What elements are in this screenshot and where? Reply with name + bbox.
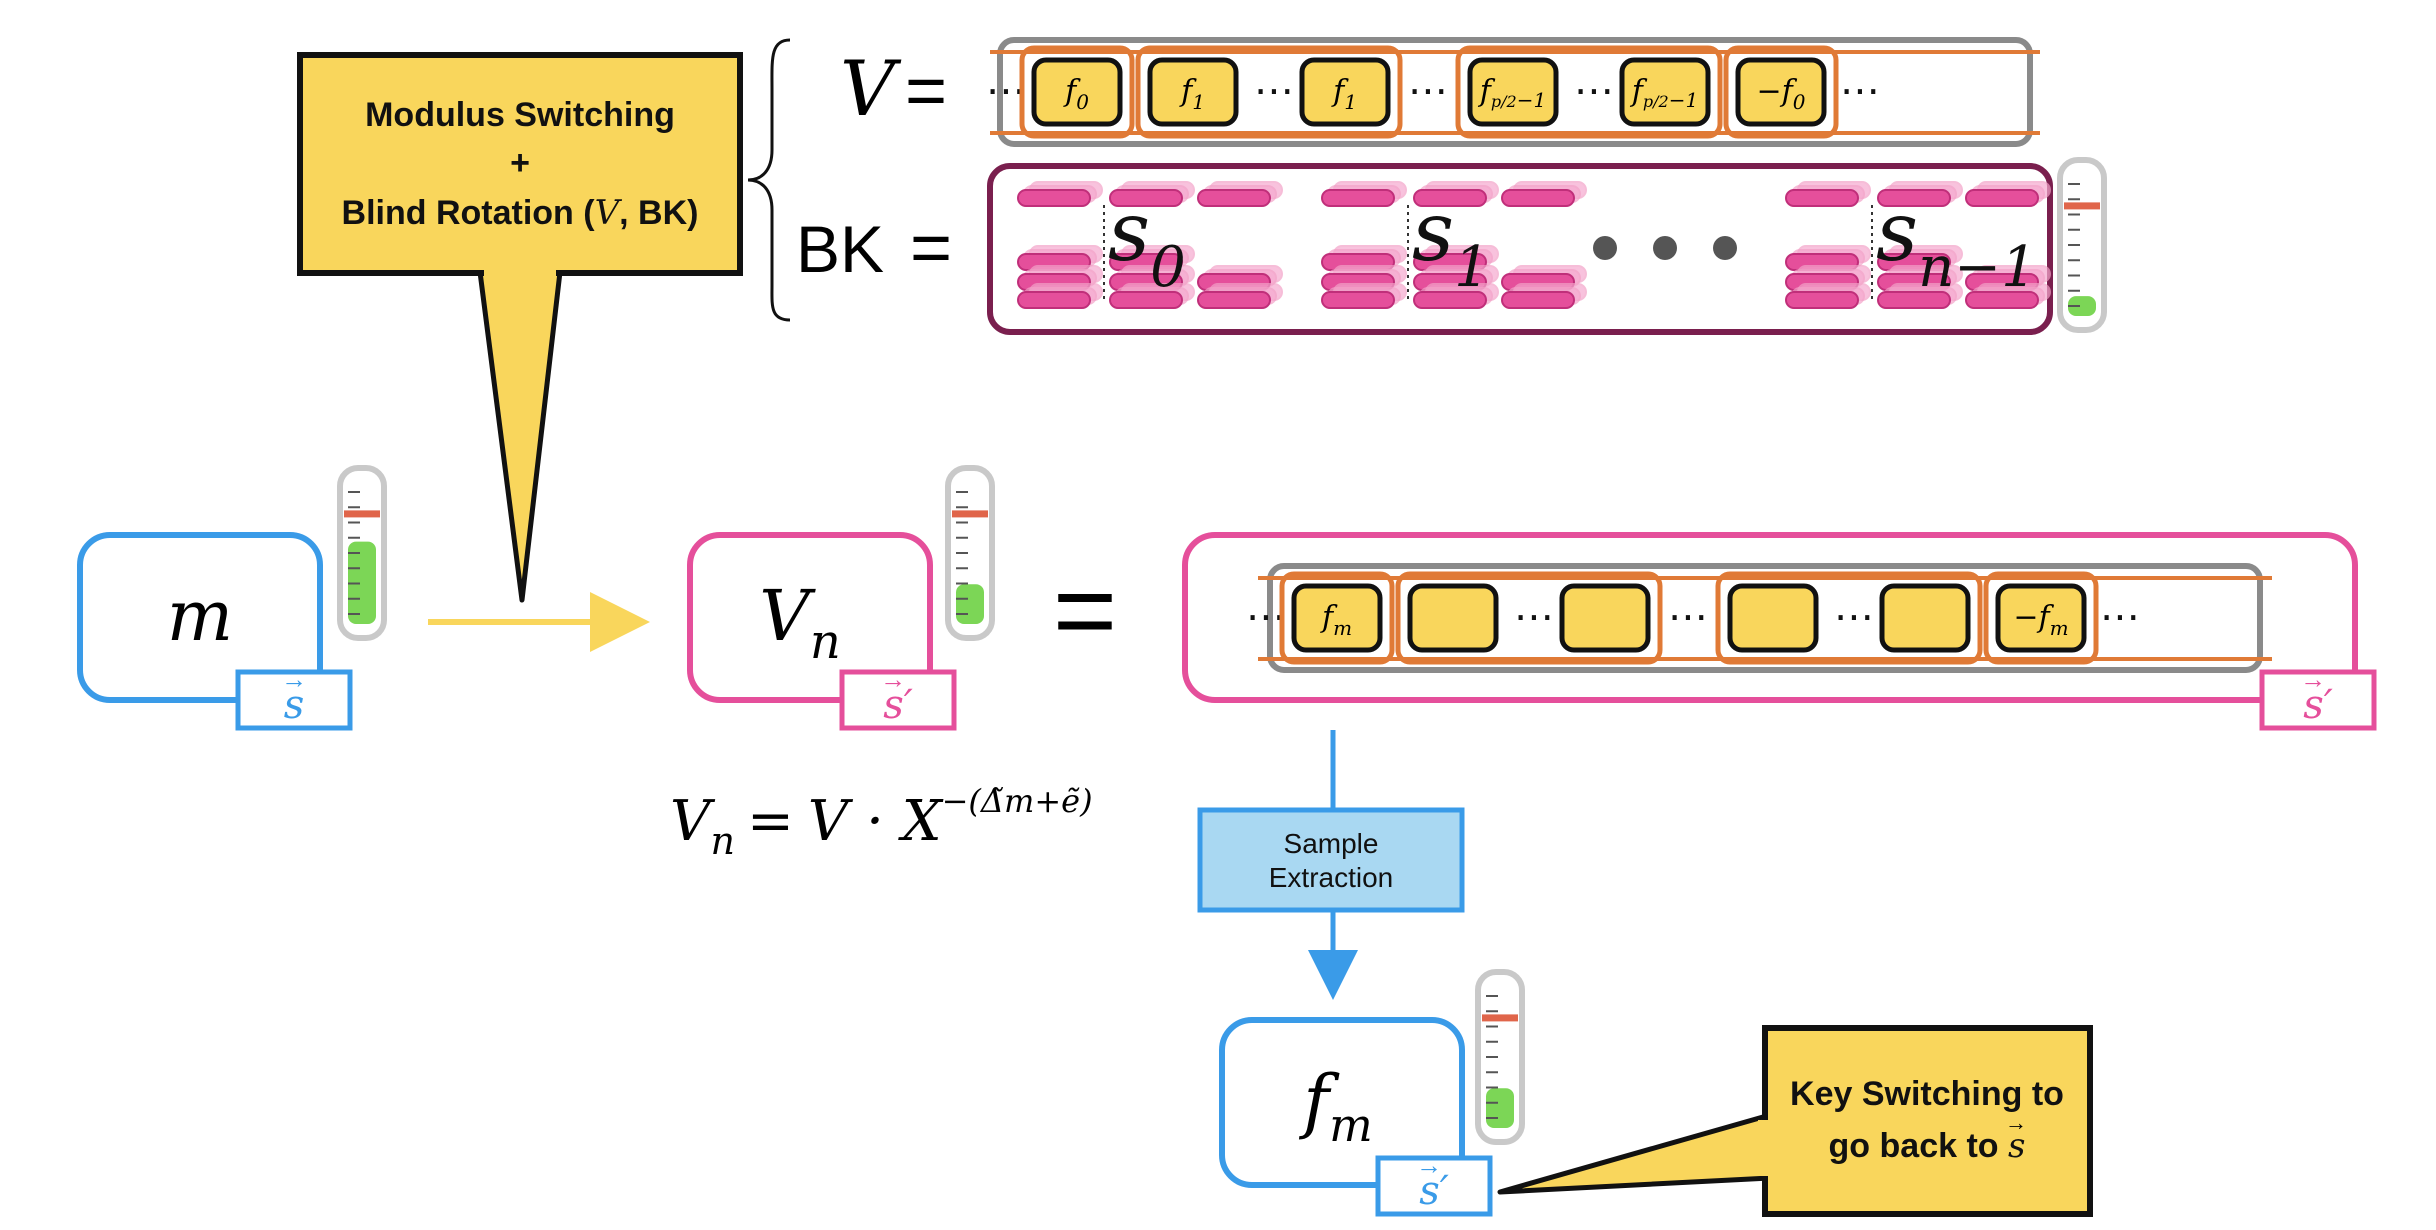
bk-key-label: s0 (1108, 185, 1186, 300)
lut-slot (1407, 583, 1499, 653)
row-ellipsis: ⋯ (1408, 69, 1448, 113)
lut-slot (1559, 583, 1651, 653)
bootstrapping-key-1: s1 (1321, 181, 1587, 309)
bk-outer-frame (987, 163, 2053, 335)
row-ellipsis: ⋯ (2100, 595, 2140, 639)
lut-slot (1299, 57, 1391, 127)
ellipsis-dots (1593, 236, 1737, 260)
v-row: V = ⋯ ⋯ ⋯ ⋯ ⋯f0 f1 f1 fp/2−1 fp/2−1 −f0 (840, 37, 2040, 147)
svg-text:Key Switching to: Key Switching to (1790, 1075, 2064, 1113)
lut-slot (1291, 583, 1383, 653)
svg-text:−fm: −fm (2013, 600, 2068, 640)
bk-equals: = (910, 208, 952, 288)
lut-slot (1727, 583, 1819, 653)
ciphertext-m: m s → (77, 532, 353, 731)
v-equals: = (905, 51, 947, 131)
row-ellipsis: ⋯ (1840, 69, 1880, 113)
sample-extraction-box: Sample Extraction (1197, 807, 1465, 913)
row-ellipsis: ⋯ (1668, 595, 1708, 639)
noise-gauge (337, 465, 387, 641)
noise-gauge (945, 465, 995, 641)
callout-line-3: Blind Rotation (V, BK) (342, 193, 699, 233)
lut-slot (1147, 57, 1239, 127)
ciphertext-m-var: m (167, 575, 233, 657)
bk-row: BK = s0 s1 sn−1 (796, 163, 2053, 335)
row-ellipsis: ⋯ (1574, 69, 1614, 113)
svg-text:go back to s: go back to s (1829, 1126, 2026, 1166)
v-label: V (840, 44, 902, 133)
row-ellipsis: ⋯ (1254, 69, 1294, 113)
svg-text:→: → (880, 664, 906, 694)
rotation-group-outline (1019, 45, 1135, 139)
lut-slot (1879, 583, 1971, 653)
row-ellipsis: ⋯ (1246, 595, 1286, 639)
svg-text:s′: s′ (2303, 682, 2333, 728)
big-equals: = (1053, 549, 1117, 672)
bootstrapping-key-0: s0 (1017, 181, 1283, 309)
rotation-group-outline (1723, 45, 1839, 139)
row-ellipsis: ⋯ (986, 69, 1026, 113)
lut-slot (1619, 57, 1711, 127)
bk-key-label: s1 (1412, 185, 1490, 300)
svg-text:→: → (1416, 1150, 1442, 1180)
noise-gauge (2057, 157, 2107, 333)
rotation-group-outline (1395, 571, 1663, 665)
key-badge-s (235, 669, 353, 731)
svg-text:Extraction: Extraction (1269, 862, 1394, 893)
noise-gauge (1475, 969, 1525, 1145)
svg-text:→: → (2300, 664, 2326, 694)
lut-slot (1995, 583, 2087, 653)
lut-slot (1467, 57, 1559, 127)
ciphertext-vn: Vn s′ → (687, 532, 957, 731)
bk-label: BK (796, 212, 884, 286)
key-badge-s-prime-right (2259, 669, 2377, 731)
bootstrapping-key-2: sn−1 (1785, 181, 2051, 309)
rotation-group-outline (1983, 571, 2099, 665)
key-badge-s-prime (839, 669, 957, 731)
svg-text:Sample: Sample (1284, 828, 1379, 859)
key-switching-callout: Key Switching to go back to s → (1497, 1025, 2093, 1217)
curly-brace (747, 38, 791, 322)
rotation-group-outline (1715, 571, 1983, 665)
ciphertext-fm: fm s′ → (1219, 1017, 1493, 1217)
lut-slot (1735, 57, 1827, 127)
vn-formula: Vn = V · X−(Δ̃m+ẽ) (670, 782, 1093, 863)
modulus-switching-callout: Modulus Switching + Blind Rotation (V, B… (297, 52, 743, 603)
rotation-group-outline (1279, 571, 1395, 665)
bk-key-label: sn−1 (1876, 185, 2037, 300)
ciphertext-fm-var: fm (1298, 1060, 1373, 1152)
key-badge-s-prime-fm (1375, 1155, 1493, 1217)
svg-text:s: s (284, 682, 305, 728)
svg-text:s′: s′ (1419, 1168, 1449, 1214)
callout-line-1: Modulus Switching (365, 96, 675, 134)
svg-text:Vn=V · X−(Δ̃m+ẽ): Vn = V · X−(Δ̃m+ẽ) (670, 782, 1093, 863)
svg-text:→: → (281, 664, 307, 694)
svg-text:s′: s′ (883, 682, 913, 728)
svg-text:→: → (2005, 1110, 2027, 1135)
callout-line-2: + (510, 144, 530, 182)
row-ellipsis: ⋯ (1514, 595, 1554, 639)
row-ellipsis: ⋯ (1834, 595, 1874, 639)
rotation-group-outline (1455, 45, 1723, 139)
ciphertext-vn-var: Vn (759, 575, 840, 670)
v-outer-frame (997, 37, 2033, 147)
lut-slot (1031, 57, 1123, 127)
rotated-accumulator-box: ⋯ ⋯ ⋯ ⋯ ⋯fm −fm s′ → (1182, 532, 2377, 731)
rotation-group-outline (1135, 45, 1403, 139)
